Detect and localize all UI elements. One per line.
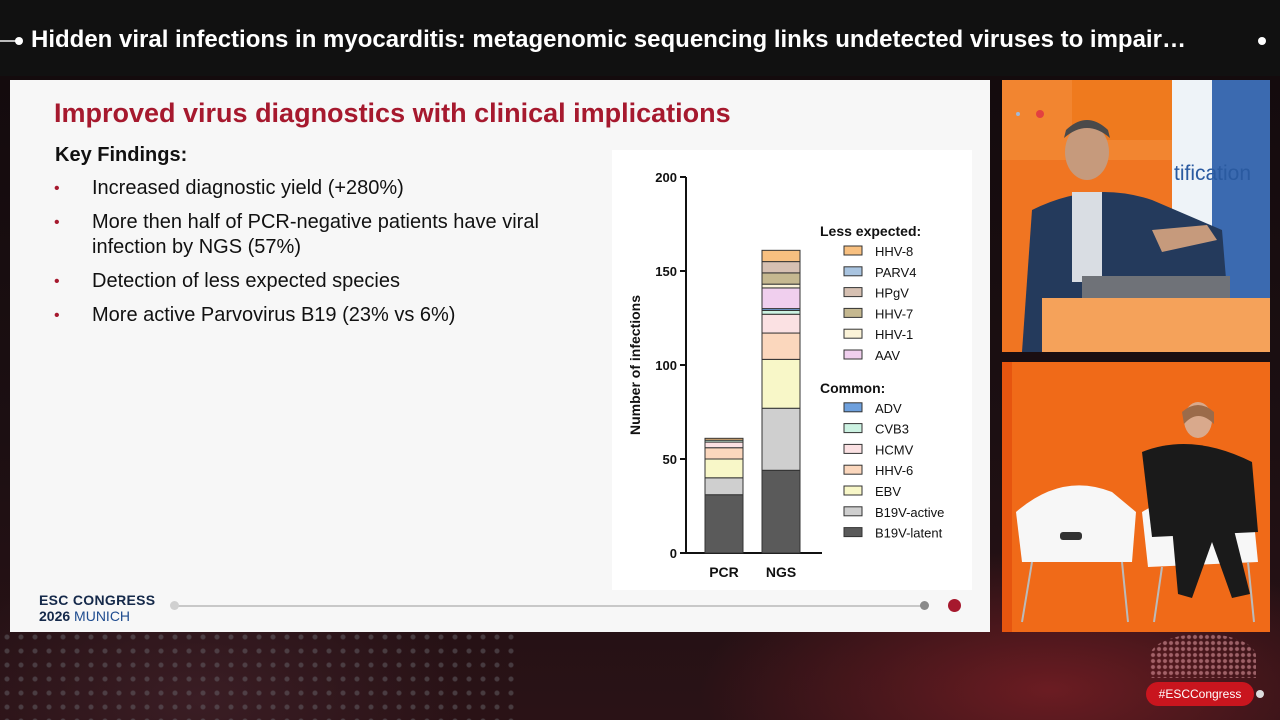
bar-segment xyxy=(761,469,801,554)
backdrop-sign-text: tification xyxy=(1174,162,1251,185)
bar-segment xyxy=(704,494,744,554)
bar-segment xyxy=(761,287,801,310)
bar-segment xyxy=(761,272,801,285)
bar-segment xyxy=(761,407,801,471)
legend-label: B19V-latent xyxy=(875,526,943,541)
legend-label: PARV4 xyxy=(875,265,916,280)
legend-label: CVB3 xyxy=(875,422,909,437)
legend-label: EBV xyxy=(875,484,901,499)
legend-swatch xyxy=(843,443,863,454)
slide-heading: Improved virus diagnostics with clinical… xyxy=(54,98,731,128)
legend-swatch xyxy=(843,402,863,413)
esc-congress-logo: ESC CONGRESS 2026 MUNICH xyxy=(39,592,155,624)
legend-swatch xyxy=(843,464,863,475)
legend-label: ADV xyxy=(875,401,902,416)
bar-segment xyxy=(761,358,801,409)
bar-segment xyxy=(761,313,801,334)
legend-label: HHV-7 xyxy=(875,306,913,321)
legend-swatch xyxy=(843,245,863,256)
decorative-globe xyxy=(1150,634,1256,678)
bullet-icon: • xyxy=(54,273,60,290)
hashtag-badge: #ESCCongress xyxy=(1146,682,1254,706)
legend-label: AAV xyxy=(875,348,900,363)
legend-swatch xyxy=(843,307,863,318)
bullet-icon: • xyxy=(54,214,60,231)
y-tick-label: 200 xyxy=(655,170,677,185)
finding-text: Increased diagnostic yield (+280%) xyxy=(92,177,404,199)
title-line-decoration xyxy=(0,40,18,42)
legend-swatch xyxy=(843,328,863,339)
bar-segment xyxy=(704,441,744,449)
progress-start-dot xyxy=(170,601,179,610)
legend-swatch xyxy=(843,349,863,360)
finding-item: • Increased diagnostic yield (+280%) xyxy=(54,176,574,201)
legend-label: HCMV xyxy=(875,442,914,457)
brand-name: ESC CONGRESS xyxy=(39,592,156,608)
chart-panel: 0 50 100 150 200 Number of infections PCR NGS Le… xyxy=(612,150,972,590)
presentation-slide: Improved virus diagnostics with clinical… xyxy=(10,80,990,632)
title-dot-left xyxy=(15,37,23,45)
finding-item: • Detection of less expected species xyxy=(54,269,574,294)
bullet-icon: • xyxy=(54,307,60,324)
bullet-icon: • xyxy=(54,180,60,197)
key-findings-list: • Increased diagnostic yield (+280%) • Mor… xyxy=(54,176,574,337)
finding-text: More then half of PCR-negative patients … xyxy=(92,211,539,258)
moderator-camera-feed xyxy=(1002,362,1270,632)
x-tick-label: NGS xyxy=(766,564,796,580)
video-title: Hidden viral infections in myocarditis: … xyxy=(31,26,1186,53)
legend-label: HPgV xyxy=(875,286,909,301)
bar-segment xyxy=(704,477,744,496)
bar-segment xyxy=(761,249,801,263)
key-findings-title: Key Findings: xyxy=(55,144,188,166)
legend-swatch xyxy=(843,423,863,434)
legend-swatch xyxy=(843,527,863,538)
legend-label: HHV-6 xyxy=(875,463,913,478)
title-bar: Hidden viral infections in myocarditis: … xyxy=(0,0,1280,76)
slide-progress-track xyxy=(173,605,923,607)
brand-year: 2026 xyxy=(39,608,71,624)
progress-end-dot xyxy=(948,599,961,612)
legend-swatch xyxy=(843,485,863,496)
legend-label: B19V-active xyxy=(875,505,944,520)
speaker-scene: tification H xyxy=(1002,80,1270,352)
legend-swatch xyxy=(843,266,863,277)
legend-group-title: Less expected: xyxy=(820,223,921,239)
brand-city: MUNICH xyxy=(74,608,131,624)
bar-segment xyxy=(761,309,801,315)
finding-item: • More active Parvovirus B19 (23% vs 6%) xyxy=(54,303,574,328)
y-tick-label: 0 xyxy=(670,546,677,561)
finding-text: More active Parvovirus B19 (23% vs 6%) xyxy=(92,304,456,326)
x-tick-label: PCR xyxy=(709,564,739,580)
bar-segment xyxy=(761,283,801,289)
legend-swatch xyxy=(843,506,863,517)
speaker-camera-feed: tification H xyxy=(1002,80,1270,352)
moderator-scene xyxy=(1002,362,1270,632)
bar-segment xyxy=(761,261,801,274)
y-tick-label: 100 xyxy=(655,358,677,373)
legend-label: HHV-1 xyxy=(875,327,913,342)
decorative-dot-pattern xyxy=(0,630,520,720)
progress-current-dot xyxy=(920,601,929,610)
finding-item: • More then half of PCR-negative patients… xyxy=(54,210,574,260)
bar-segment xyxy=(704,458,744,479)
bar-segment xyxy=(761,332,801,360)
legend-swatch xyxy=(843,287,863,298)
title-dot-right xyxy=(1258,37,1266,45)
legend-label: HHV-8 xyxy=(875,244,913,259)
stacked-bar-chart: 0 50 100 150 200 Number of infections PCR NGS Le… xyxy=(627,170,944,580)
y-tick-label: 50 xyxy=(663,452,677,467)
bar-segment xyxy=(704,447,744,460)
y-tick-label: 150 xyxy=(655,264,677,279)
y-axis-label: Number of infections xyxy=(627,295,643,435)
bar-segment xyxy=(704,437,744,441)
hashtag-dot xyxy=(1256,690,1264,698)
finding-text: Detection of less expected species xyxy=(92,270,400,292)
legend-group-title: Common: xyxy=(820,380,885,396)
